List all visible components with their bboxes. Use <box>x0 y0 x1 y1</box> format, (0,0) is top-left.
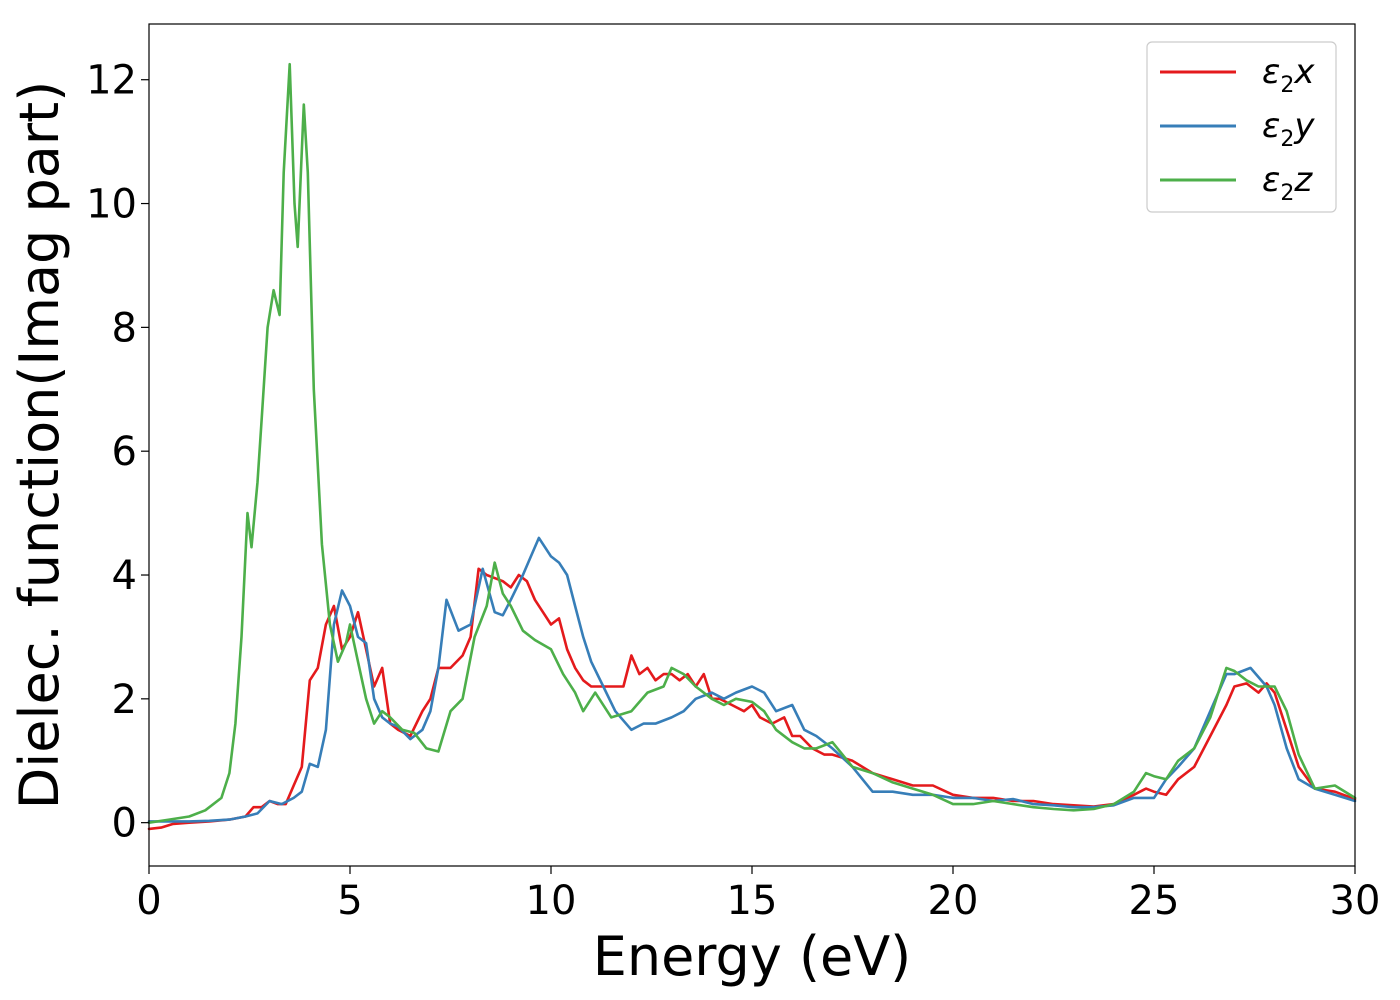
legend-box <box>1146 41 1337 213</box>
y-tick-label: 12 <box>86 58 137 104</box>
x-tick-label: 20 <box>928 878 979 924</box>
y-tick-label: 2 <box>112 677 137 723</box>
y-tick-label: 4 <box>112 553 137 599</box>
legend: ε2x ε2y ε2z <box>1146 41 1337 213</box>
x-tick-label: 15 <box>727 878 778 924</box>
y-tick-label: 0 <box>112 801 137 847</box>
x-tick-label: 5 <box>337 878 362 924</box>
series-line-z <box>147 62 1357 825</box>
y-axis-ticks: 0 2 4 6 8 10 12 <box>86 58 149 847</box>
x-tick-label: 30 <box>1330 878 1381 924</box>
x-tick-label: 10 <box>526 878 577 924</box>
y-tick-label: 8 <box>112 305 137 351</box>
x-axis-ticks: 0 5 10 15 20 25 30 <box>136 866 1380 924</box>
y-tick-label: 6 <box>112 429 137 475</box>
series-layer <box>147 62 1357 831</box>
x-tick-label: 25 <box>1129 878 1180 924</box>
x-axis-label: Energy (eV) <box>593 925 912 988</box>
legend-label-z: ε2z <box>1262 160 1313 206</box>
y-tick-label: 10 <box>86 182 137 228</box>
series-line-x <box>147 567 1357 831</box>
series-line-y <box>147 536 1357 823</box>
legend-label-y: ε2y <box>1262 106 1315 152</box>
x-tick-label: 0 <box>136 878 161 924</box>
legend-label-x: ε2x <box>1262 52 1315 98</box>
y-axis-label: Dielec. function(Imag part) <box>8 81 71 810</box>
